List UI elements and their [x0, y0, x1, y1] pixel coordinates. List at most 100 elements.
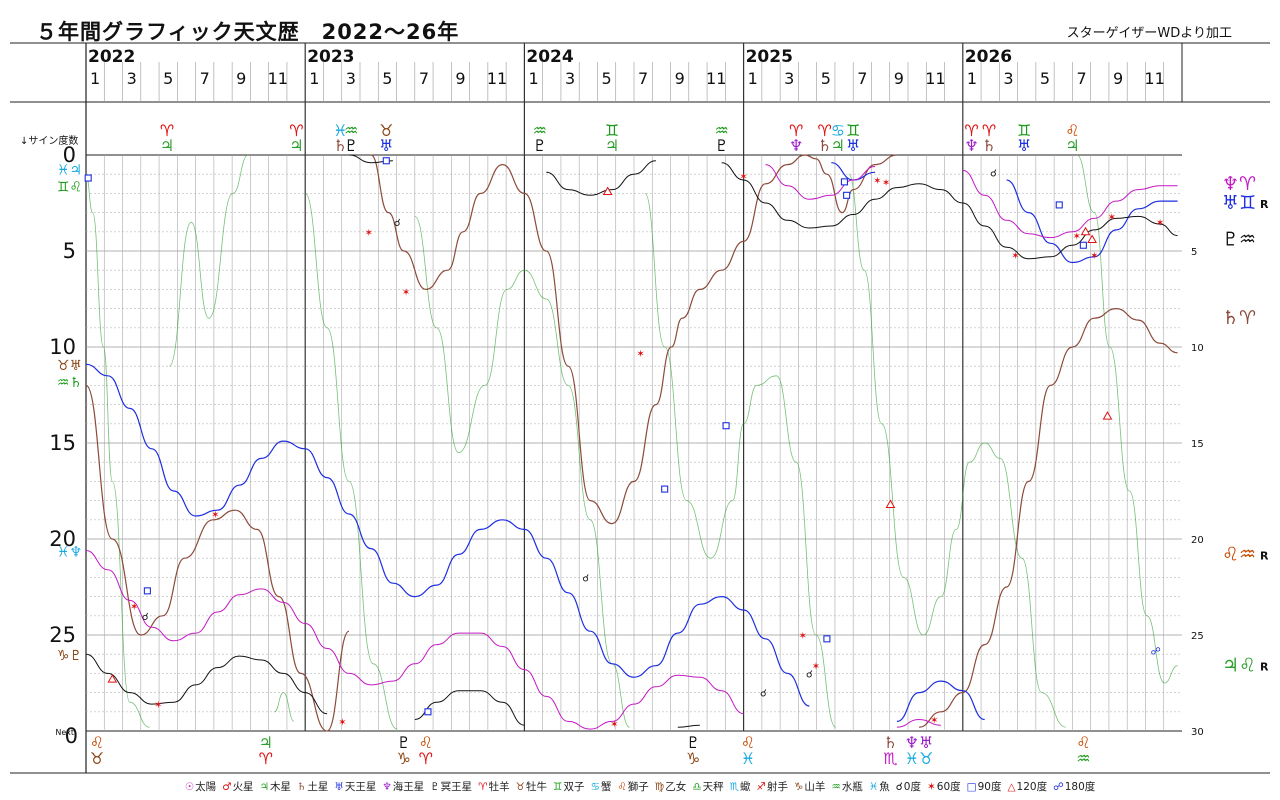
legend-symbol: ☌	[895, 781, 903, 793]
aspect-marker-sextile: ✶	[1090, 251, 1098, 262]
aspect-marker-square	[840, 178, 848, 186]
series-line-pluto	[677, 724, 700, 728]
aspect-marker-conjunction: ☌	[142, 612, 149, 623]
y-axis-label: ↓サイン度数	[20, 134, 78, 147]
aspect-marker-opposition: ☍	[1151, 646, 1161, 657]
next-symbol: ♌	[90, 733, 104, 752]
series-line-pluto	[85, 653, 328, 715]
next-symbol: ♉	[90, 749, 104, 768]
series-line-jupiter	[1076, 154, 1178, 684]
month-label: 5	[602, 69, 612, 88]
legend-label: 天秤	[702, 781, 724, 793]
legend: ☉太陽 ♂火星 ♃木星 ♄土星 ♅天王星 ♆海王星 ♇冥王星 ♈牡羊 ♉牡牛 ♊双子 ♋蟹 ♌獅子 ♍乙…	[0, 779, 1280, 794]
legend-symbol: ♍	[654, 781, 665, 793]
legend-symbol: ☍	[1053, 781, 1064, 793]
aspect-marker-square	[1055, 201, 1063, 209]
ingress-symbol: ♈	[818, 121, 832, 140]
series-line-pluto	[721, 162, 1178, 260]
legend-label: 海王星	[392, 781, 425, 793]
next-symbol: ♑	[686, 749, 700, 768]
aspect-marker-conjunction: ☌	[394, 218, 401, 229]
aspect-marker-conjunction: ☌	[806, 669, 813, 680]
ingress-symbol: ♓	[333, 121, 347, 140]
legend-symbol: △	[1007, 781, 1016, 793]
series-line-saturn	[85, 384, 350, 732]
aspect-marker-square	[843, 191, 851, 199]
aspect-marker-conjunction: ☌	[582, 573, 589, 584]
ingress-symbol: ♈	[289, 121, 303, 140]
series-line-neptune	[896, 718, 941, 728]
legend-item: ♏蠍	[730, 781, 751, 793]
legend-symbol: ♈	[478, 781, 488, 793]
legend-label: 180度	[1064, 781, 1096, 793]
legend-symbol: ♅	[334, 781, 344, 793]
retrograde-label: R	[1260, 198, 1269, 211]
aspect-marker-sextile: ✶	[365, 228, 373, 239]
aspect-marker-sextile: ✶	[873, 176, 881, 187]
legend-label: 60度	[936, 781, 961, 793]
legend-label: 水瓶	[841, 781, 863, 793]
legend-label: 山羊	[804, 781, 826, 793]
legend-label: 双子	[563, 781, 585, 793]
ingress-symbol: ♆	[789, 136, 803, 155]
next-symbol: ♑	[397, 749, 411, 768]
y-tick-label-right: 25	[1191, 631, 1204, 642]
month-label: 7	[1076, 69, 1086, 88]
legend-symbol: ♂	[222, 781, 232, 793]
aspect-marker-trine	[107, 674, 118, 683]
legend-symbol: ♐	[756, 781, 766, 793]
next-symbol: ♇	[397, 733, 411, 752]
aspect-marker-trine	[885, 499, 896, 508]
y-tick-label: 0	[65, 724, 78, 748]
legend-item: ♃木星	[260, 781, 291, 793]
year-label: 2026	[965, 47, 1012, 67]
aspect-marker-square	[424, 708, 432, 716]
next-symbol: ♒	[1076, 749, 1090, 768]
year-label: 2024	[526, 47, 573, 67]
month-label: 3	[784, 69, 794, 88]
series-line-saturn	[370, 154, 898, 525]
ingress-symbol: ♒	[533, 121, 547, 140]
legend-label: 魚	[879, 781, 890, 793]
retrograde-label: R	[1260, 549, 1269, 562]
next-symbol: ♇	[686, 733, 700, 752]
month-label: 9	[1113, 69, 1123, 88]
month-label: 5	[1040, 69, 1050, 88]
series-line-jupiter	[274, 692, 295, 722]
aspect-marker-sextile: ✶	[812, 662, 820, 673]
aspect-marker-sextile: ✶	[1073, 232, 1081, 243]
legend-label: 天王星	[344, 781, 377, 793]
next-symbol: ♄	[883, 733, 897, 752]
next-symbol: ♌	[741, 733, 755, 752]
month-label: 11	[268, 69, 288, 88]
month-label: 11	[487, 69, 507, 88]
legend-item: ♒水瓶	[831, 781, 862, 793]
month-label: 7	[638, 69, 648, 88]
legend-symbol: □	[966, 781, 977, 793]
ingress-symbol: ♃	[289, 136, 303, 155]
month-label: 9	[236, 69, 246, 88]
legend-item: ♐射手	[757, 781, 788, 793]
month-label: 1	[967, 69, 977, 88]
month-label: 3	[565, 69, 575, 88]
legend-symbol: ♓	[868, 781, 879, 793]
series-line-jupiter	[168, 154, 249, 367]
y-tick-label: 5	[63, 239, 76, 263]
aspect-marker-trine	[1080, 226, 1091, 236]
y-tick-label-right: 30	[1191, 727, 1204, 738]
month-label: 9	[894, 69, 904, 88]
aspect-marker-sextile: ✶	[154, 700, 162, 711]
legend-item: ♎天秤	[692, 781, 723, 793]
left-start-label: ♉♅	[57, 358, 82, 374]
ingress-symbol: ♃	[160, 136, 174, 155]
ingress-symbol: ♄	[333, 136, 347, 155]
legend-symbol: ✶	[926, 781, 936, 793]
aspect-marker-trine	[602, 186, 613, 195]
month-label: 11	[706, 69, 726, 88]
next-symbol: ♈	[259, 749, 273, 768]
next-symbol: ♈	[419, 749, 433, 768]
ingress-symbol: ♇	[533, 136, 547, 155]
right-end-label: ♄♈	[1222, 307, 1256, 329]
